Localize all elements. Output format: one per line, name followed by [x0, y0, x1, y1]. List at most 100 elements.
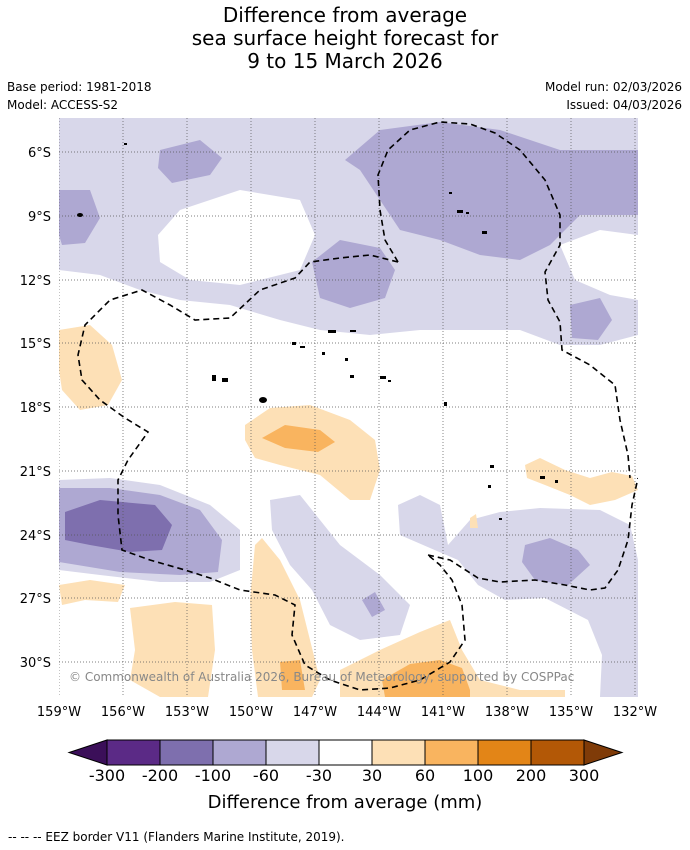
issued-date: Issued: 04/03/2026	[566, 98, 682, 112]
eez-border-central	[77, 254, 466, 691]
colorbar-tick-1: -300	[88, 766, 126, 785]
anomaly-region-north-medium-1	[158, 140, 222, 183]
island-16	[350, 375, 354, 378]
anomaly-region-small-positive	[470, 514, 478, 528]
anomaly-region-north-medium-4	[312, 240, 395, 308]
eez-border-north	[377, 121, 631, 479]
island-21	[540, 476, 545, 479]
lon-label-153w: 153°W	[165, 705, 209, 720]
anomaly-region-north-white	[158, 190, 315, 285]
colorbar-tick-7: 60	[414, 766, 436, 785]
colorbar-tick-5: -30	[305, 766, 333, 785]
colorbar-tick-3: -100	[194, 766, 232, 785]
anomaly-region-center-positive-strong	[262, 425, 335, 452]
island-5	[449, 192, 452, 194]
lon-label-147w: 147°W	[293, 705, 337, 720]
colorbar-swatch-5	[318, 739, 373, 766]
colorbar-tick-10: 300	[568, 766, 600, 785]
anomaly-region-south-positive-strong-1	[382, 660, 470, 697]
model-name: Model: ACCESS-S2	[7, 98, 119, 112]
anomaly-region-center-positive	[245, 405, 380, 500]
island-4	[482, 231, 487, 234]
lat-label-18s: 18°S	[20, 401, 51, 416]
anomaly-region-south-positive-2	[250, 538, 320, 697]
map-area: © Commonwealth of Australia 2026, Bureau…	[59, 118, 638, 697]
island-22	[555, 480, 558, 483]
eez-borders	[77, 121, 638, 691]
anomaly-region-south-positive-strong-2	[280, 660, 305, 690]
island-23	[488, 485, 491, 488]
title-line-2: sea surface height forecast for	[191, 26, 499, 50]
anomaly-region-north-medium-3	[59, 190, 100, 245]
colorbar-below-arrow	[67, 739, 108, 766]
title-line-3: 9 to 15 March 2026	[247, 49, 443, 73]
anomaly-region-southeast-light	[398, 495, 638, 697]
anomaly-region-north-medium-2	[345, 122, 638, 260]
lat-label-24s: 24°S	[20, 529, 51, 544]
island-14	[222, 378, 228, 382]
anomaly-region-southeast-medium	[522, 538, 590, 585]
lat-label-12s: 12°S	[20, 274, 51, 289]
colorbar-swatch-8	[477, 739, 532, 766]
colorbar-swatch-3	[212, 739, 267, 766]
colorbar-swatch-4	[265, 739, 320, 766]
base-period: Base period: 1981-2018	[7, 80, 152, 94]
island-1	[77, 213, 83, 217]
island-6	[124, 143, 127, 145]
lon-label-138w: 138°W	[485, 705, 529, 720]
colorbar-swatch-7	[424, 739, 479, 766]
colorbar-swatch-1	[106, 739, 161, 766]
colorbar	[67, 739, 624, 766]
meta-left: Base period: 1981-2018 Model: ACCESS-S2	[7, 78, 152, 114]
copyright-notice: © Commonwealth of Australia 2026, Bureau…	[69, 670, 574, 684]
colorbar-tick-9: 200	[515, 766, 547, 785]
lon-label-141w: 141°W	[421, 705, 465, 720]
lat-label-9s: 9°S	[28, 210, 51, 225]
anomaly-region-east-positive	[525, 458, 638, 505]
colorbar-title: Difference from average (mm)	[207, 792, 483, 813]
eez-border-east	[427, 477, 638, 591]
lon-label-135w: 135°W	[549, 705, 593, 720]
lat-label-30s: 30°S	[20, 656, 51, 671]
colorbar-tick-4: -60	[252, 766, 280, 785]
islands	[77, 143, 605, 520]
island-19	[444, 402, 447, 406]
lat-label-6s: 6°S	[28, 146, 51, 161]
lon-label-132w: 132°W	[613, 705, 657, 720]
lon-label-150w: 150°W	[229, 705, 273, 720]
meta-right: Model run: 02/03/2026 Issued: 04/03/2026	[545, 78, 682, 114]
longitude-labels: 159°W 156°W 153°W 150°W 147°W 144°W 141°…	[37, 705, 657, 720]
lon-label-156w: 156°W	[101, 705, 145, 720]
map-title: Difference from average sea surface heig…	[0, 4, 690, 73]
island-18	[388, 380, 391, 382]
colorbar-tick-2: -200	[141, 766, 179, 785]
colorbar-tick-6: 30	[361, 766, 383, 785]
lon-label-159w: 159°W	[37, 705, 81, 720]
island-12	[345, 358, 348, 361]
island-13	[212, 375, 216, 381]
island-11	[322, 352, 325, 355]
island-17	[380, 376, 386, 379]
lat-label-21s: 21°S	[20, 465, 51, 480]
island-2	[457, 210, 463, 213]
lat-label-15s: 15°S	[20, 337, 51, 352]
island-15	[259, 397, 267, 403]
grid-lines	[59, 118, 638, 697]
colorbar-swatch-9	[530, 739, 585, 766]
latitude-labels: 6°S 9°S 12°S 15°S 18°S 21°S 24°S 27°S 30…	[20, 146, 51, 671]
lat-label-27s: 27°S	[20, 592, 51, 607]
anomaly-region-ne-white	[560, 230, 638, 300]
island-8	[350, 330, 356, 332]
island-24	[499, 518, 502, 520]
island-10	[300, 346, 305, 348]
lon-label-144w: 144°W	[357, 705, 401, 720]
island-3	[466, 212, 469, 214]
eez-footnote: -- -- -- EEZ border V11 (Flanders Marine…	[8, 830, 345, 844]
anomaly-region-west-positive	[59, 325, 122, 410]
anomaly-region-southwest-positive	[59, 580, 125, 605]
anomaly-region-southwest-strong	[65, 500, 172, 552]
colorbar-swatch-2	[159, 739, 214, 766]
model-run: Model run: 02/03/2026	[544, 80, 682, 94]
colorbar-tick-8: 100	[462, 766, 494, 785]
